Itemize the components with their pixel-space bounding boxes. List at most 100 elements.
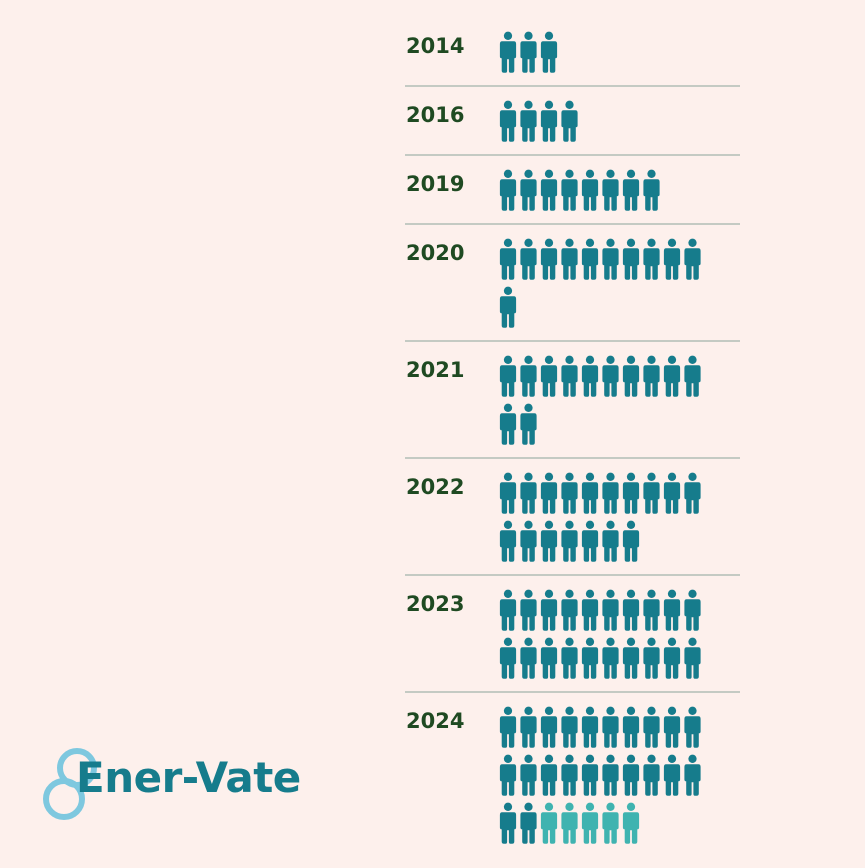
person-icon	[663, 637, 681, 679]
person-icon	[499, 169, 517, 211]
person-icon	[602, 238, 619, 280]
person-icon	[561, 472, 578, 514]
person-icon	[540, 520, 558, 562]
person-icon	[499, 286, 517, 328]
year-label-2022: 2022	[406, 475, 464, 499]
person-icon	[540, 589, 558, 631]
person-icon	[643, 706, 660, 748]
person-icon	[663, 472, 681, 514]
person-icon	[581, 472, 599, 514]
person-icon	[663, 238, 681, 280]
person-icon	[540, 31, 558, 73]
person-icon	[622, 520, 640, 562]
person-icon	[602, 169, 619, 211]
person-icon	[602, 589, 619, 631]
person-icon	[684, 355, 701, 397]
person-icon	[622, 472, 640, 514]
person-icon	[581, 520, 599, 562]
person-icon	[663, 355, 681, 397]
person-icon	[663, 589, 681, 631]
person-icon	[622, 355, 640, 397]
person-icon	[499, 637, 517, 679]
person-icon	[684, 706, 701, 748]
person-icon	[643, 238, 660, 280]
logo-wordmark: Ener-Vate	[76, 753, 301, 802]
person-icon	[602, 637, 619, 679]
person-icon	[663, 754, 681, 796]
year-label-2024: 2024	[406, 709, 464, 733]
person-icon	[520, 31, 537, 73]
person-icon	[499, 31, 517, 73]
person-icon	[540, 637, 558, 679]
person-icon	[520, 472, 537, 514]
person-icon	[581, 355, 599, 397]
person-icon	[540, 472, 558, 514]
person-icon	[499, 100, 517, 142]
person-icon	[602, 520, 619, 562]
person-icon	[540, 355, 558, 397]
year-label-2023: 2023	[406, 592, 464, 616]
person-icon	[520, 637, 537, 679]
person-icon	[643, 472, 660, 514]
person-icon	[520, 403, 537, 445]
person-icon	[561, 706, 578, 748]
person-icon	[561, 169, 578, 211]
person-icon	[581, 802, 599, 844]
person-icon	[520, 169, 537, 211]
person-icon	[499, 472, 517, 514]
person-icon	[499, 355, 517, 397]
person-icon	[499, 403, 517, 445]
person-icon	[602, 802, 619, 844]
person-icon	[561, 355, 578, 397]
person-icon	[499, 589, 517, 631]
person-icon	[520, 100, 537, 142]
person-icon	[520, 238, 537, 280]
person-icon	[622, 637, 640, 679]
person-icon	[643, 355, 660, 397]
person-icon	[499, 802, 517, 844]
infinity-loop-icon	[43, 748, 97, 820]
person-icon	[622, 754, 640, 796]
person-icon	[540, 238, 558, 280]
person-icon	[520, 706, 537, 748]
person-icon	[581, 238, 599, 280]
person-icon	[561, 802, 578, 844]
person-icon	[540, 754, 558, 796]
person-icon	[581, 637, 599, 679]
person-icon	[561, 238, 578, 280]
person-icon	[622, 589, 640, 631]
year-label-2014: 2014	[406, 34, 464, 58]
person-icon	[622, 238, 640, 280]
person-icon	[684, 637, 701, 679]
person-icon	[561, 754, 578, 796]
person-icon	[520, 802, 537, 844]
person-icon	[602, 706, 619, 748]
ener-vate-logo: Ener-Vate	[40, 745, 330, 830]
person-icon	[520, 520, 537, 562]
year-label-2020: 2020	[406, 241, 464, 265]
person-icon	[684, 754, 701, 796]
person-icon	[561, 637, 578, 679]
person-icon	[602, 472, 619, 514]
person-icon	[581, 754, 599, 796]
person-icon	[499, 238, 517, 280]
person-icon	[540, 100, 558, 142]
person-icon	[581, 706, 599, 748]
person-icon	[622, 169, 640, 211]
person-icon	[540, 802, 558, 844]
person-icon	[499, 754, 517, 796]
person-icon	[602, 754, 619, 796]
person-icon	[499, 520, 517, 562]
person-icon	[581, 589, 599, 631]
person-icon	[520, 355, 537, 397]
person-icon	[622, 802, 640, 844]
person-icon	[540, 169, 558, 211]
person-icon	[684, 589, 701, 631]
person-icon	[643, 754, 660, 796]
person-icon	[561, 520, 578, 562]
person-icon	[581, 169, 599, 211]
person-icon	[643, 637, 660, 679]
person-icon	[622, 706, 640, 748]
person-icon	[643, 589, 660, 631]
